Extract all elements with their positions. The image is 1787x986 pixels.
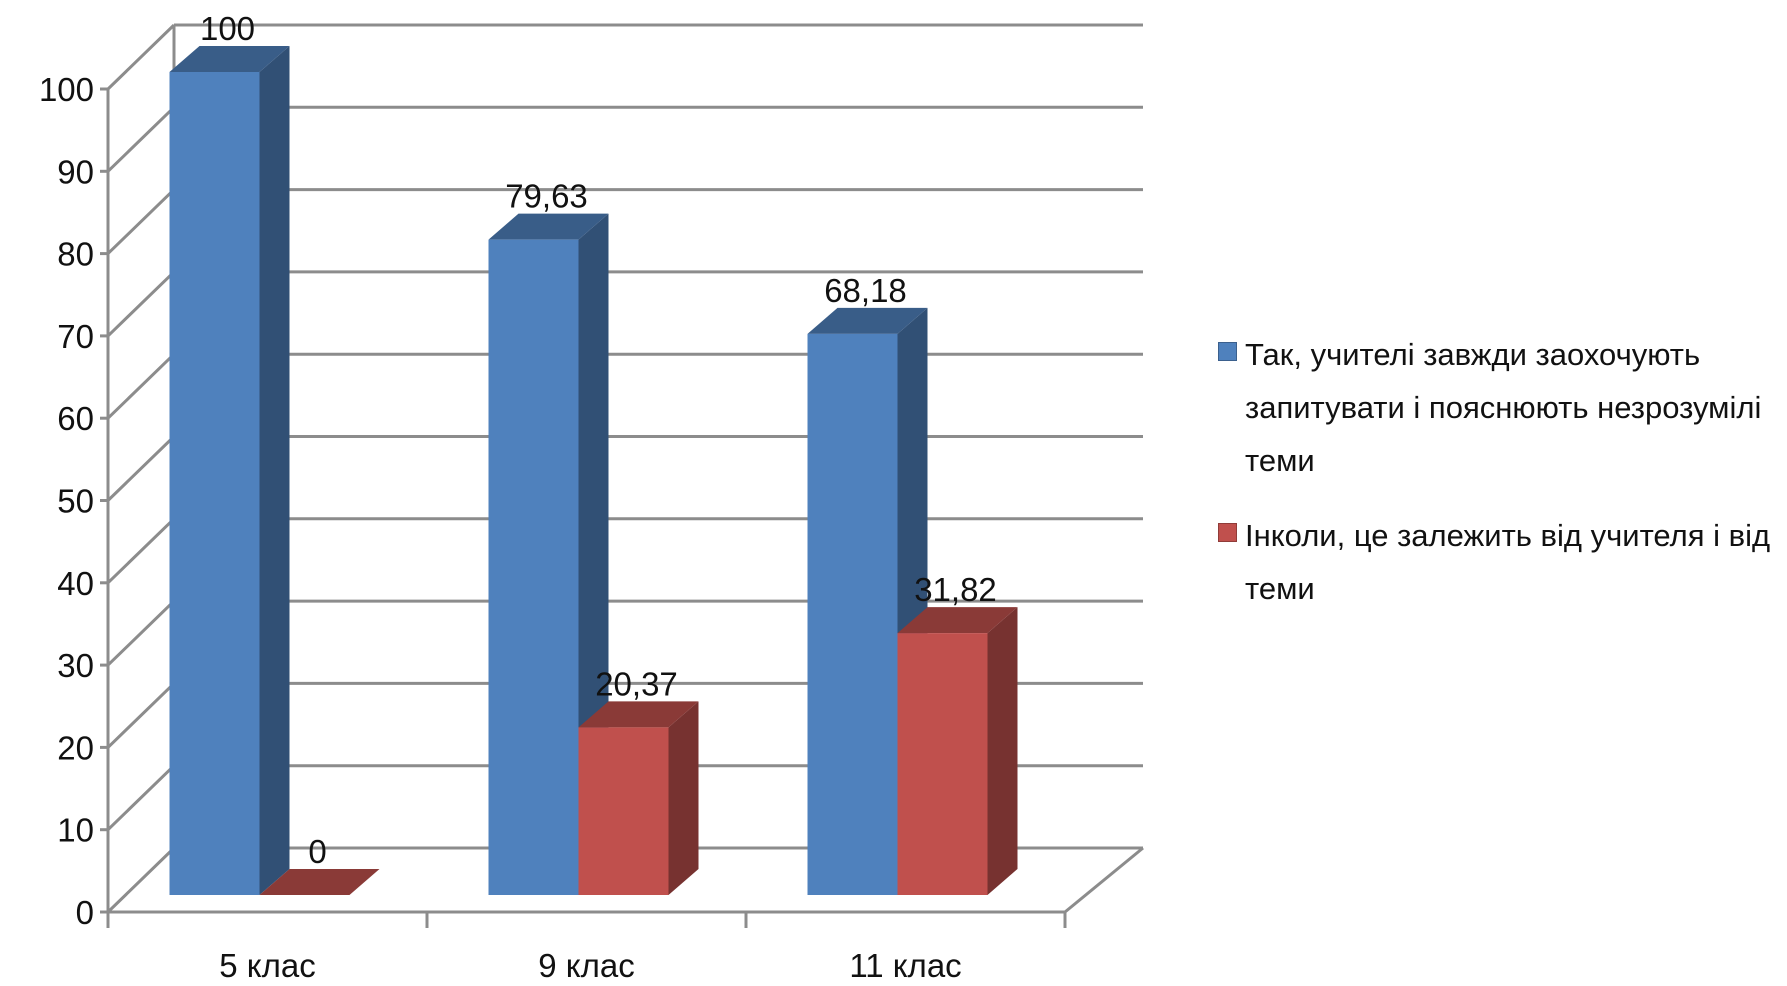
y-tick-label: 80 [57, 236, 94, 273]
bar-top [488, 213, 609, 240]
y-tick-label: 30 [57, 647, 94, 684]
y-tick-label: 10 [57, 812, 94, 849]
bar [169, 72, 260, 895]
data-label: 68,18 [824, 272, 907, 309]
y-tick-label: 60 [57, 400, 94, 437]
gridline-depth [106, 682, 176, 749]
data-label: 0 [308, 833, 326, 870]
legend-label-series-1: Так, учителі завжди заохочують запитуват… [1245, 337, 1762, 478]
y-tick-label: 20 [57, 729, 94, 766]
gridline-depth [106, 188, 176, 255]
gridline-depth [106, 23, 176, 91]
gridline-depth [106, 106, 176, 173]
gridline-depth [106, 517, 176, 584]
gridline-depth [106, 600, 176, 667]
gridline-depth [106, 270, 176, 337]
bar-side [987, 607, 1018, 895]
data-label: 79,63 [505, 178, 588, 215]
gridline-depth [106, 764, 176, 831]
y-tick-label: 50 [57, 483, 94, 520]
data-label: 20,37 [595, 665, 678, 702]
y-tick-label: 40 [57, 565, 94, 602]
data-label: 31,82 [914, 571, 997, 608]
bar [488, 239, 579, 896]
legend-swatch-series-1 [1218, 342, 1237, 361]
legend: Так, учителі завжди заохочують запитуват… [1218, 328, 1783, 637]
legend-item-series-1: Так, учителі завжди заохочують запитуват… [1218, 328, 1783, 487]
bar-side [259, 46, 290, 895]
bar [578, 727, 669, 895]
y-tick-label: 0 [76, 894, 94, 931]
bar-top [897, 607, 1018, 634]
y-tick-label: 100 [39, 71, 94, 108]
x-tick-label: 11 клас [849, 947, 961, 984]
data-label: 100 [200, 10, 255, 47]
bar-side [668, 701, 699, 895]
gridline-depth [106, 435, 176, 502]
bar [807, 333, 898, 895]
gridline-depth [106, 846, 176, 914]
y-tick-label: 70 [57, 318, 94, 355]
gridline-depth [106, 353, 176, 420]
x-tick-label: 9 клас [538, 947, 634, 984]
bar-top [259, 869, 380, 895]
y-tick-label: 90 [57, 153, 94, 190]
bar [897, 633, 988, 895]
floor-right-edge [1064, 846, 1144, 914]
legend-label-series-2: Інколи, це залежить від учителя і від те… [1245, 518, 1771, 606]
bar-top [807, 307, 928, 334]
legend-item-series-2: Інколи, це залежить від учителя і від те… [1218, 509, 1783, 615]
bar-top [578, 701, 699, 728]
bar-top [169, 46, 290, 72]
legend-swatch-series-2 [1218, 523, 1237, 542]
x-tick-label: 5 клас [219, 947, 315, 984]
